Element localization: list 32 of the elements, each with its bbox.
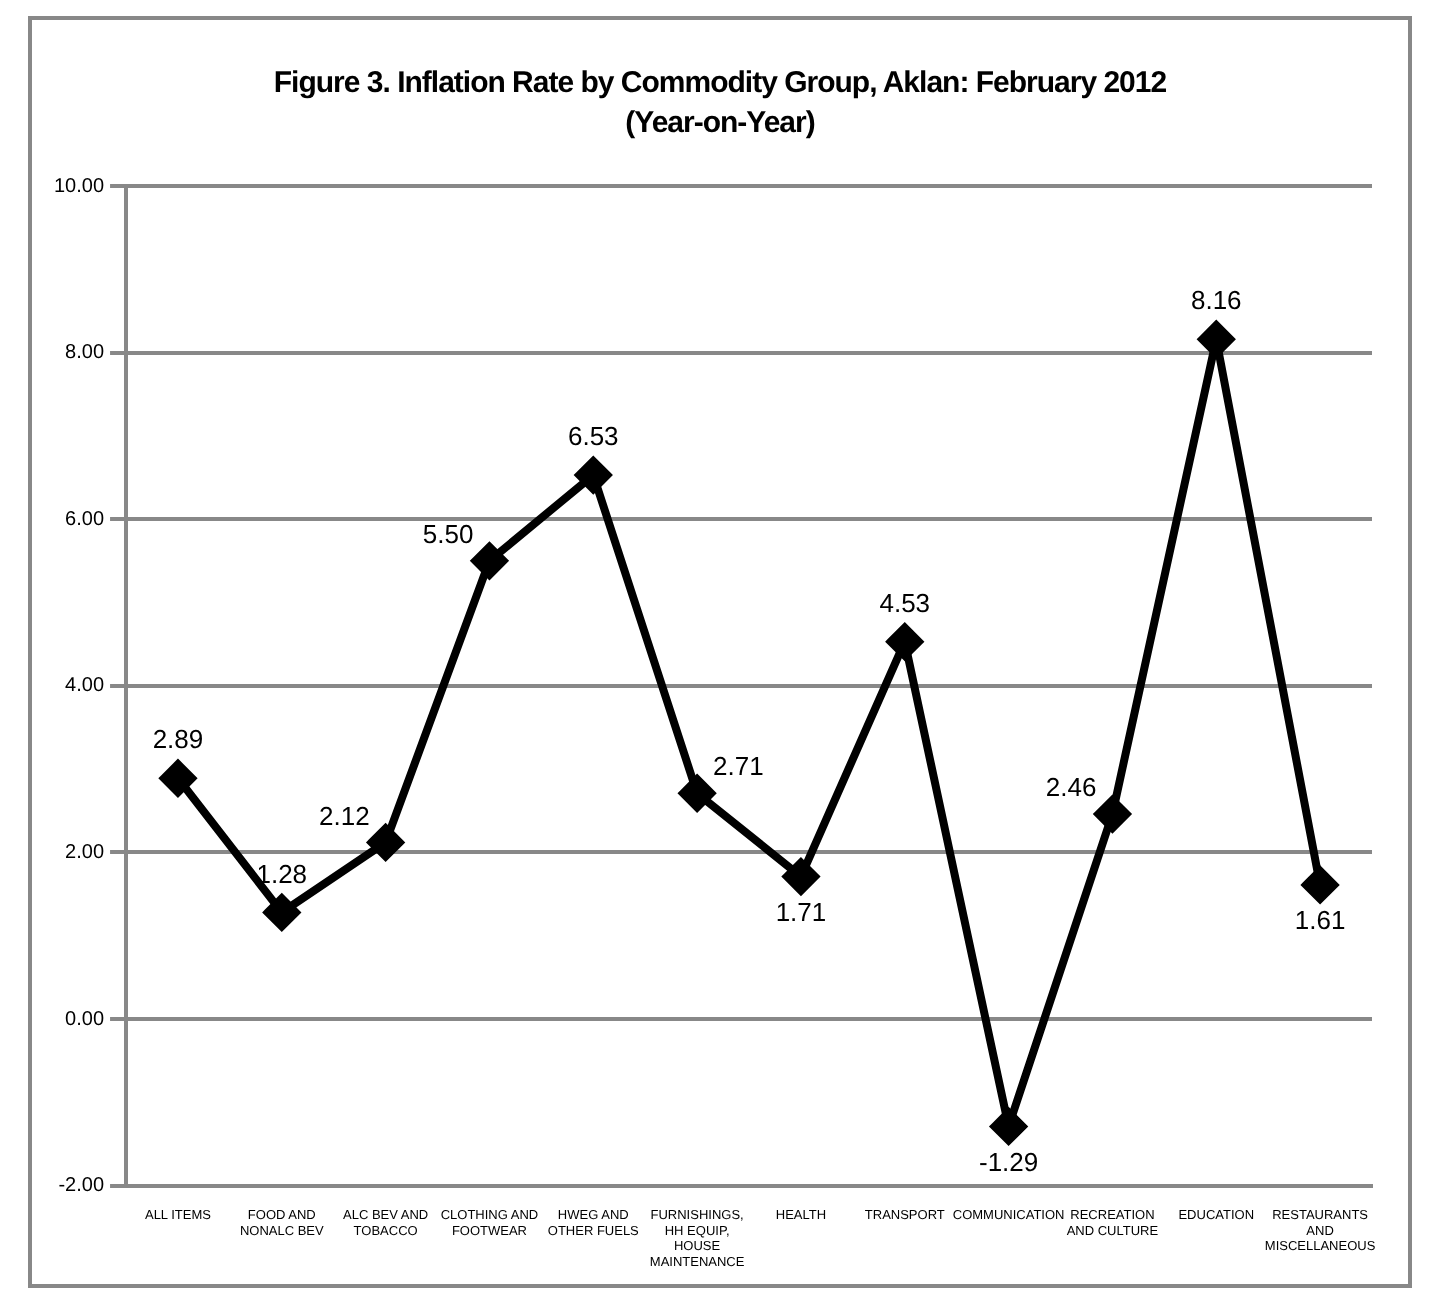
y-tick-label: 8.00 bbox=[65, 342, 105, 365]
point bbox=[1302, 866, 1339, 903]
y-tick-label: 4.00 bbox=[65, 675, 105, 698]
y-tick-label: 0.00 bbox=[65, 1008, 105, 1031]
y-tick-label: -2.00 bbox=[58, 1175, 105, 1198]
y-tick-label: 10.00 bbox=[53, 175, 105, 198]
point bbox=[159, 760, 196, 797]
text: -1.29 bbox=[978, 1146, 1039, 1177]
text: 2.89 bbox=[152, 724, 204, 755]
point bbox=[1094, 796, 1131, 833]
y-tick-label: 2.00 bbox=[65, 841, 105, 864]
text: 8.16 bbox=[1190, 285, 1242, 316]
point bbox=[886, 623, 923, 660]
text: 1.61 bbox=[1294, 905, 1346, 936]
text: 5.50 bbox=[422, 519, 474, 550]
point bbox=[263, 894, 300, 931]
text: 2.46 bbox=[1045, 772, 1097, 803]
chart-title: Figure 3. Inflation Rate by Commodity Group, Aklan: February 2012 bbox=[271, 64, 1169, 104]
point bbox=[990, 1108, 1027, 1145]
text: 4.53 bbox=[879, 587, 931, 618]
point bbox=[575, 457, 612, 494]
point bbox=[367, 824, 404, 861]
text: 2.71 bbox=[713, 751, 764, 782]
text: 6.53 bbox=[567, 421, 619, 452]
point bbox=[679, 775, 716, 812]
point bbox=[782, 858, 819, 895]
text: 2.12 bbox=[319, 800, 370, 831]
text: 1.71 bbox=[775, 896, 827, 927]
y-tick-label: 6.00 bbox=[65, 508, 105, 531]
chart-subtitle: (Year-on-Year) bbox=[623, 104, 817, 144]
text: 1.28 bbox=[256, 858, 308, 889]
point bbox=[471, 542, 508, 579]
